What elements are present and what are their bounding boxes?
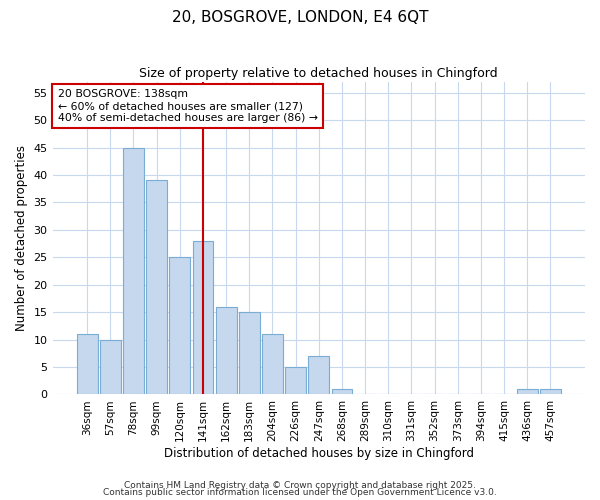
Bar	[169, 258, 190, 394]
Bar	[517, 389, 538, 394]
Text: 20, BOSGROVE, LONDON, E4 6QT: 20, BOSGROVE, LONDON, E4 6QT	[172, 10, 428, 25]
Y-axis label: Number of detached properties: Number of detached properties	[15, 145, 28, 331]
Bar	[332, 389, 352, 394]
Bar	[193, 241, 214, 394]
Bar	[100, 340, 121, 394]
Bar	[146, 180, 167, 394]
Bar	[239, 312, 260, 394]
Bar	[77, 334, 98, 394]
Bar	[285, 367, 306, 394]
Bar	[123, 148, 144, 394]
Text: Contains HM Land Registry data © Crown copyright and database right 2025.: Contains HM Land Registry data © Crown c…	[124, 480, 476, 490]
Bar	[216, 306, 236, 394]
Bar	[540, 389, 561, 394]
Bar	[262, 334, 283, 394]
Title: Size of property relative to detached houses in Chingford: Size of property relative to detached ho…	[139, 68, 498, 80]
X-axis label: Distribution of detached houses by size in Chingford: Distribution of detached houses by size …	[164, 447, 474, 460]
Bar	[308, 356, 329, 395]
Text: 20 BOSGROVE: 138sqm
← 60% of detached houses are smaller (127)
40% of semi-detac: 20 BOSGROVE: 138sqm ← 60% of detached ho…	[58, 90, 318, 122]
Text: Contains public sector information licensed under the Open Government Licence v3: Contains public sector information licen…	[103, 488, 497, 497]
